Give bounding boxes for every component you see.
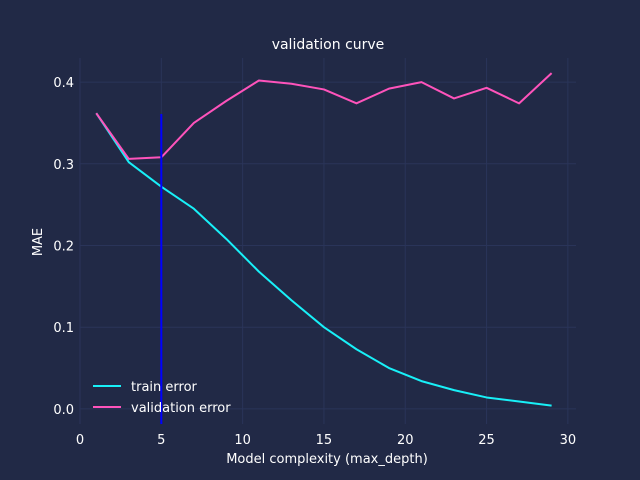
y-tick-label: 0.1: [53, 321, 74, 336]
x-tick-label: 30: [560, 433, 577, 448]
x-tick-label: 20: [397, 433, 414, 448]
legend: train error validation error: [93, 380, 231, 416]
y-axis-label: MAE: [31, 228, 46, 256]
series-lines: [95, 72, 553, 407]
y-ticks: 0.0 0.1 0.2 0.3 0.4: [53, 76, 74, 418]
legend-label: validation error: [131, 401, 231, 416]
x-tick-label: 0: [76, 433, 84, 448]
x-ticks: 0 5 10 15 20 25 30: [76, 433, 576, 448]
series-line-validation-error: [95, 72, 553, 160]
x-tick-label: 15: [316, 433, 333, 448]
y-tick-label: 0.3: [53, 158, 74, 173]
x-tick-label: 5: [157, 433, 165, 448]
x-axis-label: Model complexity (max_depth): [226, 452, 428, 467]
legend-label: train error: [131, 380, 198, 395]
y-tick-label: 0.4: [53, 76, 74, 91]
x-tick-label: 10: [234, 433, 251, 448]
y-tick-label: 0.0: [53, 403, 74, 418]
series-line-train-error: [95, 112, 552, 407]
y-tick-label: 0.2: [53, 239, 74, 254]
x-tick-label: 25: [478, 433, 495, 448]
chart-title: validation curve: [272, 37, 385, 53]
